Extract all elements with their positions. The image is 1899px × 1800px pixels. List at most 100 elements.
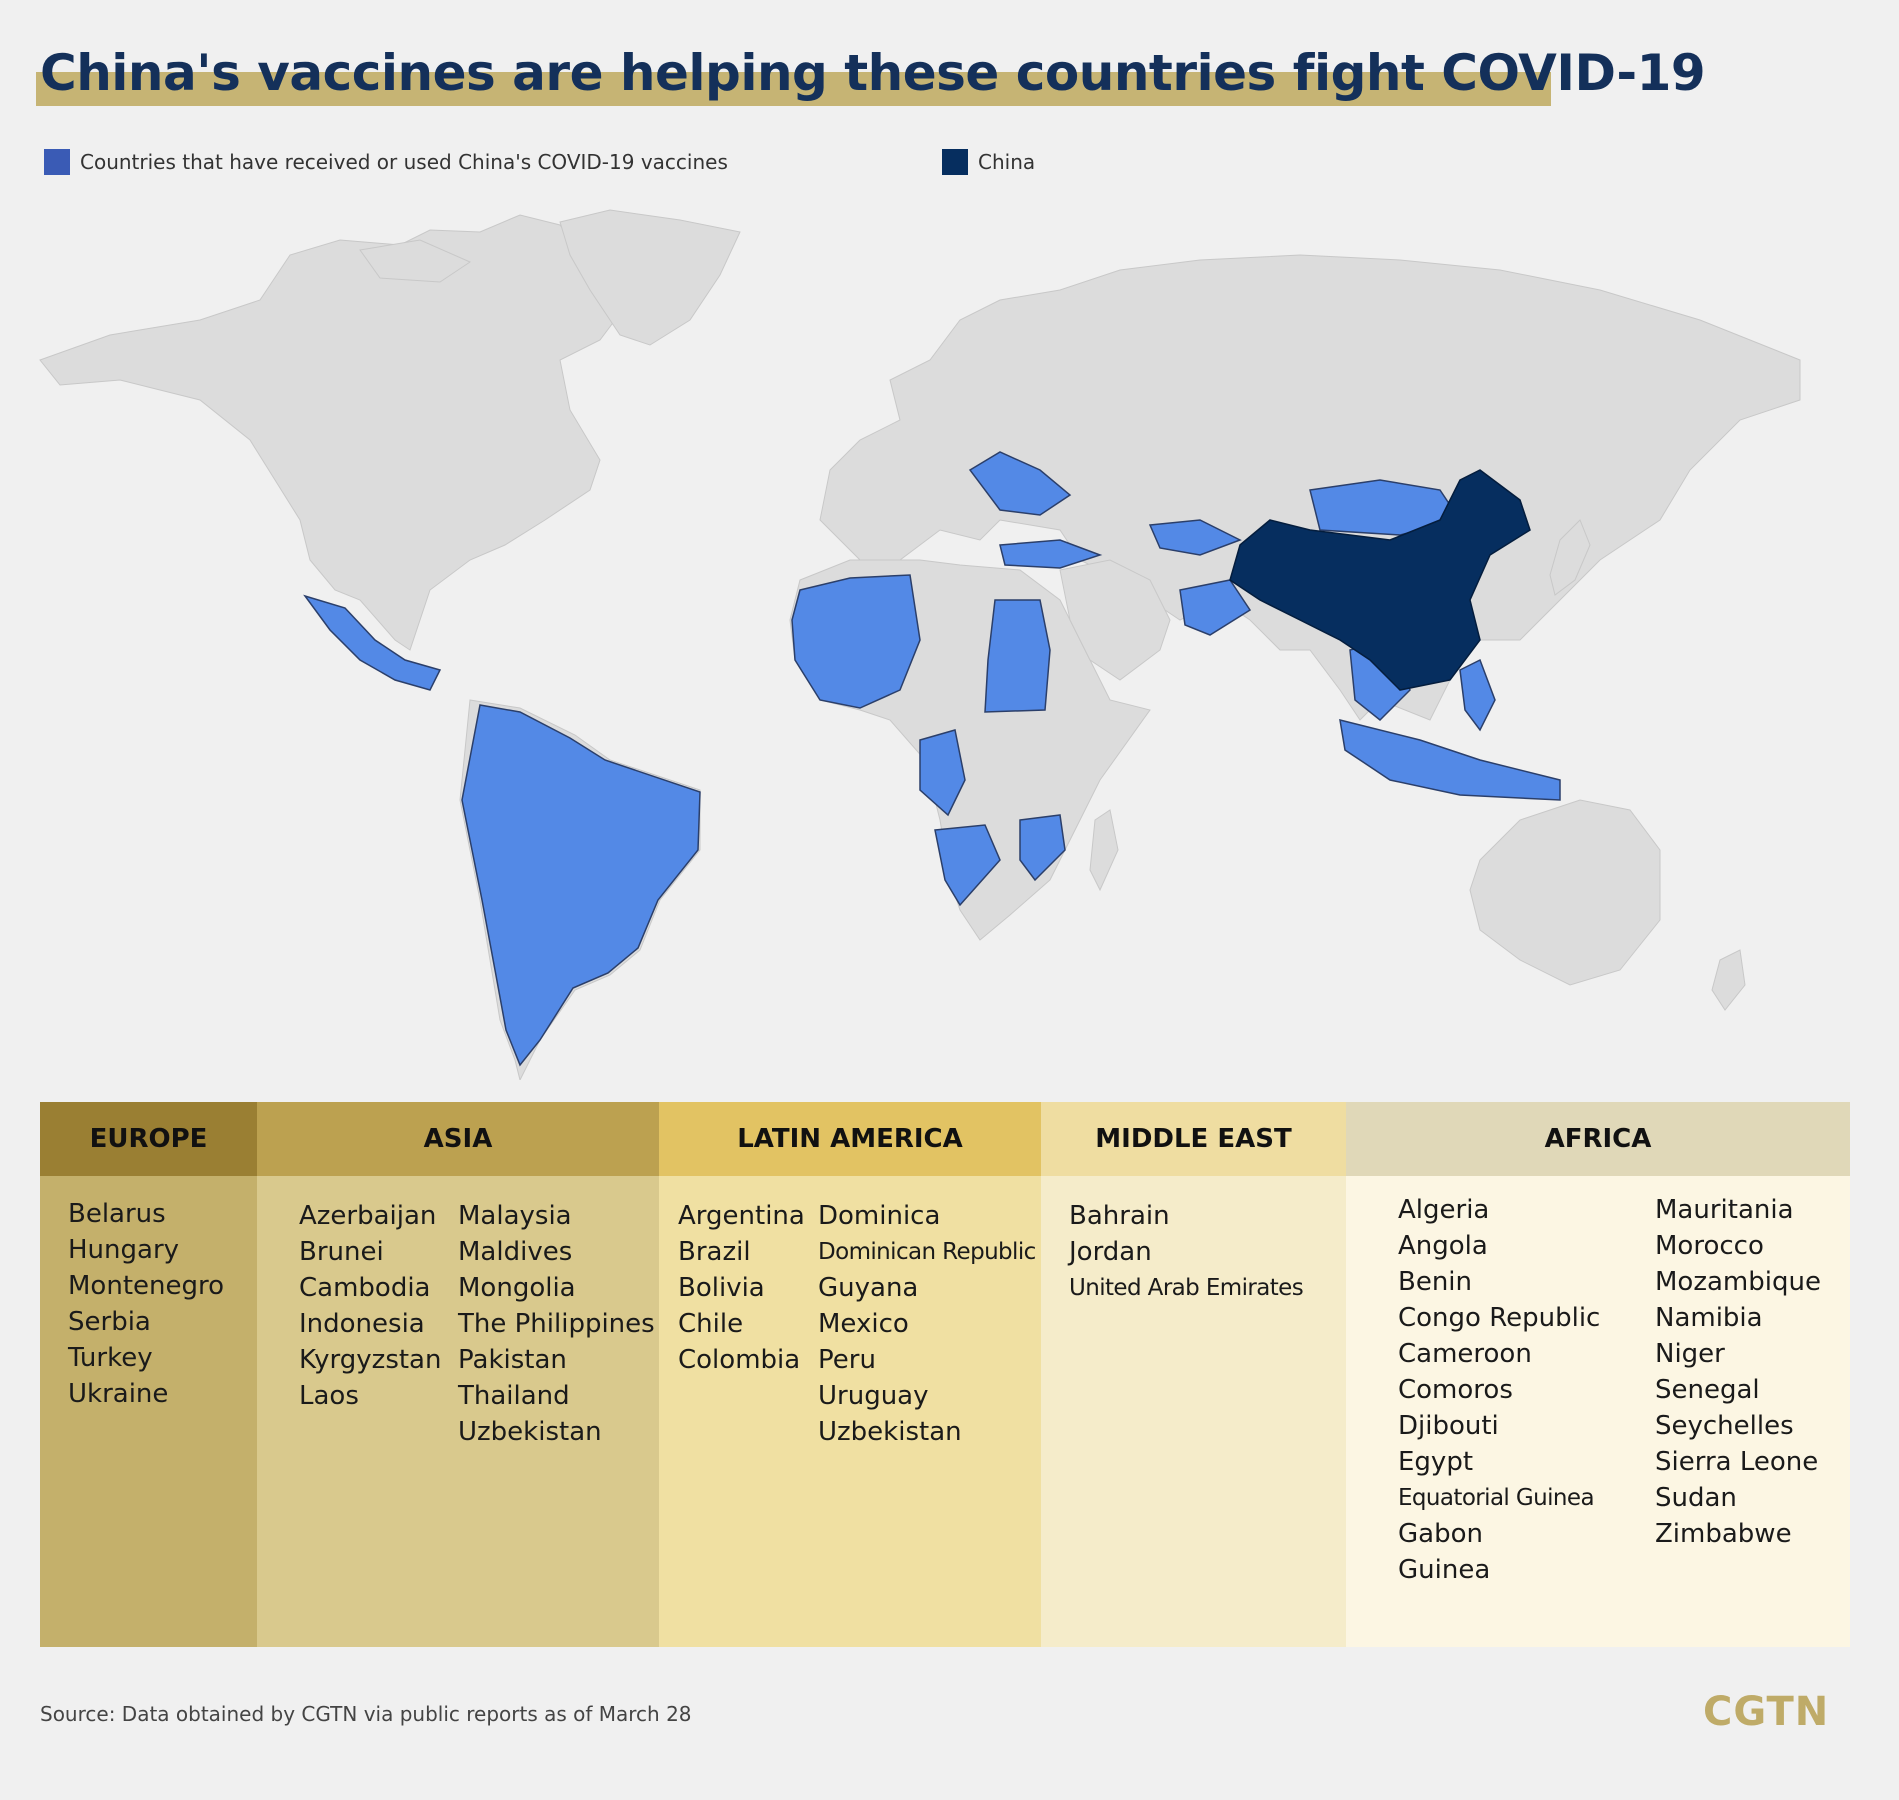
country-item: Morocco bbox=[1655, 1231, 1764, 1261]
legend-label-vaccine-countries: Countries that have received or used Chi… bbox=[80, 150, 728, 174]
region-heading-europe: EUROPE bbox=[40, 1102, 257, 1176]
map-region-mozambique bbox=[1019, 814, 1066, 882]
region-column-latin-america: LATIN AMERICA Argentina Brazil Bolivia Chil… bbox=[659, 1102, 1041, 1647]
map-region-sudan-egypt bbox=[984, 599, 1051, 713]
map-region-central-africa bbox=[919, 729, 966, 817]
land-japan bbox=[1549, 519, 1591, 596]
country-list: Bahrain Jordan United Arab Emirates bbox=[1069, 1198, 1304, 1306]
country-item: Turkey bbox=[68, 1343, 153, 1373]
country-list: Azerbaijan Brunei Cambodia Indonesia Kyrgyzs… bbox=[299, 1198, 441, 1414]
country-item: Mauritania bbox=[1655, 1195, 1794, 1225]
region-body-africa: Algeria Angola Benin Congo Republic Cameroon… bbox=[1346, 1176, 1850, 1647]
country-list: Algeria Angola Benin Congo Republic Cameroon… bbox=[1398, 1192, 1600, 1588]
country-item: Brunei bbox=[299, 1237, 384, 1267]
country-item: Angola bbox=[1398, 1231, 1488, 1261]
country-list: Malaysia Maldives Mongolia The Philippines P… bbox=[458, 1198, 655, 1450]
region-column-middle-east: MIDDLE EAST Bahrain Jordan United Arab Emi… bbox=[1041, 1102, 1346, 1647]
country-item: Kyrgyzstan bbox=[299, 1345, 442, 1375]
country-item: Peru bbox=[818, 1345, 876, 1375]
country-item: Montenegro bbox=[68, 1271, 225, 1301]
land-madagascar bbox=[1089, 809, 1119, 892]
country-item: Ukraine bbox=[68, 1379, 169, 1409]
country-item: Algeria bbox=[1398, 1195, 1490, 1225]
cgtn-logo: CGTN bbox=[1703, 1689, 1830, 1735]
legend-item-china: China bbox=[942, 149, 1035, 175]
country-item: Pakistan bbox=[458, 1345, 567, 1375]
map-region-turkey bbox=[999, 539, 1103, 569]
land-new-zealand bbox=[1711, 949, 1746, 1011]
region-body-asia: Azerbaijan Brunei Cambodia Indonesia Kyrgyzs… bbox=[257, 1176, 659, 1647]
region-table: EUROPE Belarus Hungary Montenegro Serbia Tur… bbox=[40, 1102, 1850, 1647]
country-item: Djibouti bbox=[1398, 1411, 1499, 1441]
country-list: Mauritania Morocco Mozambique Namibia Niger S… bbox=[1655, 1192, 1821, 1552]
country-item: The Philippines bbox=[458, 1309, 655, 1339]
country-item: Cameroon bbox=[1398, 1339, 1532, 1369]
map-region-china bbox=[1229, 469, 1531, 691]
map-region-indonesia-malaysia bbox=[1339, 718, 1561, 801]
country-item: Equatorial Guinea bbox=[1398, 1485, 1595, 1511]
country-item: Uruguay bbox=[818, 1381, 929, 1411]
map-region-philippines bbox=[1459, 658, 1496, 732]
country-item: Argentina bbox=[678, 1201, 805, 1231]
country-item: Niger bbox=[1655, 1339, 1725, 1369]
country-item: Indonesia bbox=[299, 1309, 425, 1339]
country-item: Azerbaijan bbox=[299, 1201, 437, 1231]
region-body-europe: Belarus Hungary Montenegro Serbia Turkey Ukra… bbox=[40, 1176, 257, 1647]
legend-label-china: China bbox=[978, 150, 1036, 174]
country-item: Bahrain bbox=[1069, 1201, 1170, 1231]
country-item: Brazil bbox=[678, 1237, 751, 1267]
country-item: Maldives bbox=[458, 1237, 573, 1267]
world-map bbox=[39, 209, 1801, 1080]
region-column-africa: AFRICA Algeria Angola Benin Congo Republic C… bbox=[1346, 1102, 1850, 1647]
country-item: Egypt bbox=[1398, 1447, 1474, 1477]
country-item: Congo Republic bbox=[1398, 1303, 1601, 1333]
country-item: Uzbekistan bbox=[818, 1417, 962, 1447]
region-heading-middle-east: MIDDLE EAST bbox=[1041, 1102, 1346, 1176]
country-item: Hungary bbox=[68, 1235, 180, 1265]
country-item: Namibia bbox=[1655, 1303, 1763, 1333]
country-item: Sudan bbox=[1655, 1483, 1737, 1513]
country-list: Dominica Dominican Republic Guyana Mexico Pe… bbox=[818, 1198, 1036, 1450]
country-item: Dominica bbox=[818, 1201, 941, 1231]
map-region-mexico bbox=[303, 594, 442, 691]
region-heading-africa: AFRICA bbox=[1346, 1102, 1850, 1176]
page-title: China's vaccines are helping these count… bbox=[40, 44, 1706, 102]
country-item: Benin bbox=[1398, 1267, 1473, 1297]
country-item: Colombia bbox=[678, 1345, 801, 1375]
country-item: United Arab Emirates bbox=[1069, 1275, 1304, 1301]
country-item: Thailand bbox=[458, 1381, 570, 1411]
region-column-asia: ASIA Azerbaijan Brunei Cambodia Indonesia Ky… bbox=[257, 1102, 659, 1647]
country-item: Laos bbox=[299, 1381, 359, 1411]
map-region-eastern-europe bbox=[968, 451, 1072, 516]
source-note: Source: Data obtained by CGTN via public… bbox=[40, 1702, 692, 1726]
country-item: Belarus bbox=[68, 1199, 166, 1229]
country-item: Guinea bbox=[1398, 1555, 1491, 1585]
country-item: Seychelles bbox=[1655, 1411, 1794, 1441]
title-underline-bar bbox=[36, 72, 1551, 106]
legend-swatch-vaccine-countries bbox=[44, 149, 70, 175]
region-body-latin-america: Argentina Brazil Bolivia Chile Colombia Domi… bbox=[659, 1176, 1041, 1647]
legend-swatch-china bbox=[942, 149, 968, 175]
region-column-europe: EUROPE Belarus Hungary Montenegro Serbia Tur… bbox=[40, 1102, 257, 1647]
map-region-pakistan bbox=[1179, 579, 1252, 636]
country-item: Jordan bbox=[1069, 1237, 1152, 1267]
map-region-latin-america bbox=[461, 704, 701, 1067]
region-body-middle-east: Bahrain Jordan United Arab Emirates bbox=[1041, 1176, 1346, 1647]
country-item: Serbia bbox=[68, 1307, 151, 1337]
country-list: Belarus Hungary Montenegro Serbia Turkey Ukra… bbox=[68, 1196, 224, 1412]
country-item: Guyana bbox=[818, 1273, 919, 1303]
country-item: Malaysia bbox=[458, 1201, 572, 1231]
land-arabia bbox=[1059, 559, 1171, 681]
country-list: Argentina Brazil Bolivia Chile Colombia bbox=[678, 1198, 805, 1378]
country-item: Chile bbox=[678, 1309, 744, 1339]
country-item: Dominican Republic bbox=[818, 1239, 1036, 1265]
map-region-southern-africa bbox=[934, 824, 1001, 907]
title-block: China's vaccines are helping these count… bbox=[36, 44, 1706, 114]
country-item: Sierra Leone bbox=[1655, 1447, 1819, 1477]
region-heading-asia: ASIA bbox=[257, 1102, 659, 1176]
land-greenland bbox=[559, 209, 741, 346]
region-heading-latin-america: LATIN AMERICA bbox=[659, 1102, 1041, 1176]
country-item: Bolivia bbox=[678, 1273, 765, 1303]
country-item: Mongolia bbox=[458, 1273, 576, 1303]
legend-item-vaccine-countries: Countries that have received or used Chi… bbox=[44, 149, 728, 175]
